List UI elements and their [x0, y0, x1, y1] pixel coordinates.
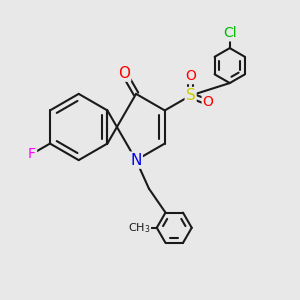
Text: O: O: [118, 66, 130, 81]
Text: N: N: [130, 153, 142, 168]
Text: Cl: Cl: [223, 26, 237, 40]
Text: O: O: [203, 95, 214, 110]
Text: O: O: [185, 69, 196, 83]
Text: S: S: [186, 88, 196, 103]
Text: CH$_3$: CH$_3$: [128, 221, 151, 235]
Text: F: F: [28, 147, 36, 161]
